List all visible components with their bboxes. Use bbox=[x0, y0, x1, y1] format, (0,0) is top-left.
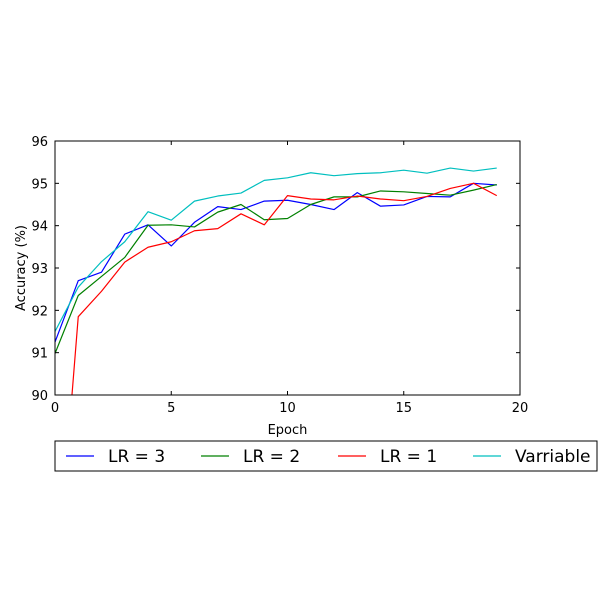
y-tick-label: 95 bbox=[31, 177, 48, 192]
axis-ticks: 0 5 10 15 20 90 91 92 93 94 95 96 bbox=[31, 135, 528, 416]
x-tick-label: 0 bbox=[51, 401, 59, 416]
y-axis-label: Accuracy (%) bbox=[14, 225, 29, 311]
series-layer bbox=[55, 167, 498, 395]
legend-label-4: Varriable bbox=[515, 447, 591, 467]
legend-box bbox=[54, 440, 598, 472]
x-tick-label: 20 bbox=[512, 401, 529, 416]
x-tick-label: 15 bbox=[395, 401, 412, 416]
series-line-3 bbox=[71, 182, 498, 395]
y-tick-label: 94 bbox=[31, 220, 48, 235]
legend-label-1: LR = 3 bbox=[108, 447, 165, 467]
x-tick-label: 5 bbox=[167, 401, 175, 416]
x-axis-label: Epoch bbox=[268, 423, 308, 438]
legend-label-3: LR = 1 bbox=[380, 447, 437, 467]
series-line-1 bbox=[55, 182, 497, 343]
series-line-4 bbox=[55, 167, 497, 332]
plot-area-frame bbox=[54, 140, 521, 396]
legend: LR = 3 LR = 2 LR = 1 Varriable bbox=[54, 440, 598, 472]
y-tick-label: 91 bbox=[31, 347, 48, 362]
y-tick-label: 90 bbox=[31, 389, 48, 404]
series-line-2 bbox=[55, 184, 497, 354]
y-tick-label: 93 bbox=[31, 262, 48, 277]
x-tick-label: 10 bbox=[279, 401, 296, 416]
legend-label-2: LR = 2 bbox=[243, 447, 300, 467]
y-tick-label: 92 bbox=[31, 304, 48, 319]
y-tick-label: 96 bbox=[31, 135, 48, 150]
